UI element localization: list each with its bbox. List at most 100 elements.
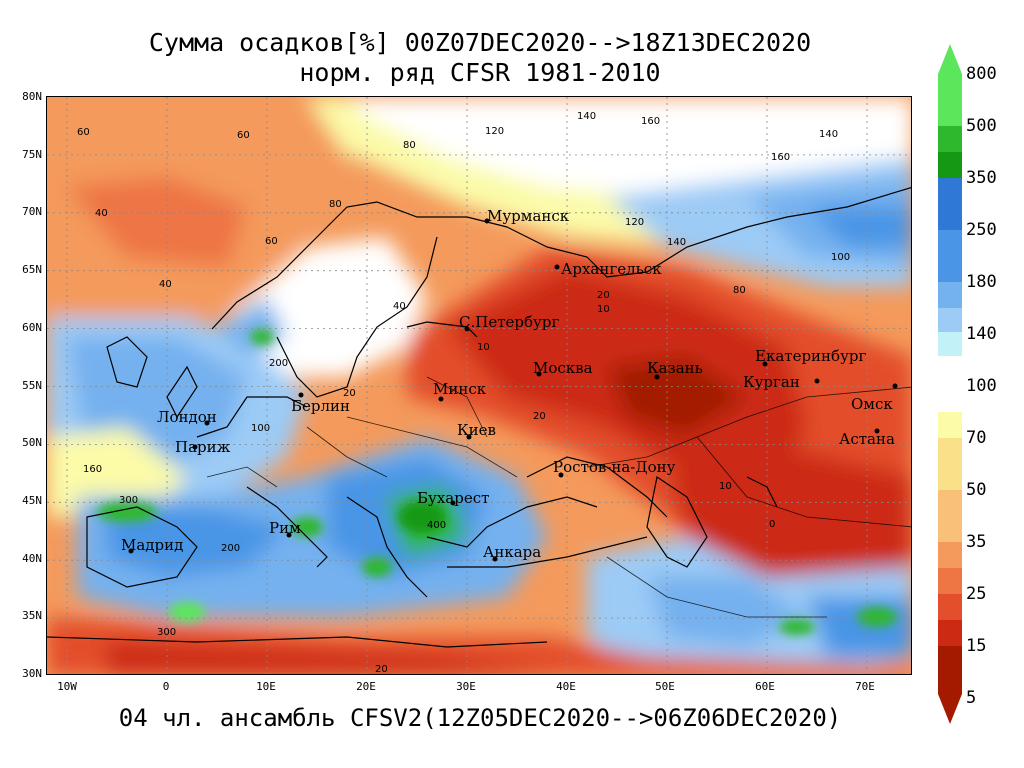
contour-label: 140 — [667, 237, 686, 248]
contour-label: 300 — [157, 627, 176, 638]
city-label-moscow: Москва — [533, 359, 593, 377]
contour-label: 300 — [119, 495, 138, 506]
city-label-paris: Париж — [175, 438, 231, 456]
contour-label: 160 — [771, 152, 790, 163]
city-label-kazan: Казань — [647, 359, 703, 377]
city-label-spb: С.Петербург — [459, 313, 559, 331]
colorbar-cell — [938, 126, 962, 152]
colorbar-cell — [938, 332, 962, 356]
contour-label: 60 — [237, 130, 250, 141]
lat-label: 30N — [22, 667, 42, 680]
colorbar-label: 100 — [966, 376, 997, 396]
lon-label: 60E — [755, 680, 775, 693]
contour-label: 40 — [393, 301, 406, 312]
colorbar-bottom-arrow — [938, 694, 962, 724]
contour-label: 60 — [77, 127, 90, 138]
contour-label: 120 — [625, 217, 644, 228]
city-label-ankara: Анкара — [483, 543, 541, 561]
contour-label: 100 — [251, 423, 270, 434]
colorbar-label: 5 — [966, 688, 977, 708]
colorbar-cell — [938, 542, 962, 568]
colorbar-cell — [938, 308, 962, 332]
city-label-bucharest: Бухарест — [417, 489, 489, 507]
contour-label: 20 — [343, 388, 356, 399]
colorbar-label: 250 — [966, 220, 997, 240]
colorbar-cell — [938, 568, 962, 594]
lon-label: 50E — [655, 680, 675, 693]
contour-label: 80 — [733, 285, 746, 296]
high-precip-patches — [97, 329, 897, 635]
lon-label: 40E — [556, 680, 576, 693]
contour-label: 140 — [819, 129, 838, 140]
city-label-berlin: Берлин — [291, 397, 350, 415]
city-label-astana: Астана — [839, 430, 895, 448]
contour-label: 10 — [719, 481, 732, 492]
lat-label: 80N — [22, 90, 42, 103]
colorbar-cell — [938, 438, 962, 490]
colorbar-cell — [938, 594, 962, 620]
city-label-arkhangelsk: Архангельск — [561, 260, 662, 278]
colorbar-cell — [938, 620, 962, 646]
city-label-kurgan: Курган — [743, 373, 800, 391]
lon-label: 70E — [855, 680, 875, 693]
lon-label: 30E — [456, 680, 476, 693]
colorbar-label: 35 — [966, 532, 987, 552]
colorbar-label: 180 — [966, 272, 997, 292]
contour-labels: 60 60 60 40 40 40 80 80 120 140 160 120 … — [77, 111, 850, 674]
contour-label: 0 — [769, 519, 775, 530]
city-label-london: Лондон — [157, 408, 217, 426]
contour-label: 40 — [159, 279, 172, 290]
contour-label: 200 — [221, 543, 240, 554]
graticule — [47, 97, 911, 674]
chart-title-line2: норм. ряд CFSR 1981-2010 — [299, 58, 661, 87]
lat-label: 50N — [22, 436, 42, 449]
contour-label: 200 — [269, 358, 288, 369]
coastlines — [47, 186, 911, 648]
colorbar-cell — [938, 74, 962, 126]
colorbar-label: 50 — [966, 480, 987, 500]
colorbar-label: 70 — [966, 428, 987, 448]
city-markers — [128, 218, 898, 562]
lat-label: 35N — [22, 609, 42, 622]
lat-label: 45N — [22, 494, 42, 507]
contour-label: 10 — [477, 342, 490, 353]
city-label-minsk: Минск — [433, 380, 487, 398]
city-label-rostov: Ростов-на-Дону — [553, 458, 676, 476]
contour-label: 400 — [427, 520, 446, 531]
lon-label: 0 — [162, 680, 170, 693]
colorbar — [938, 44, 962, 724]
city-label-kiev: Киев — [457, 421, 496, 439]
lat-label: 55N — [22, 379, 42, 392]
colorbar-top-arrow — [938, 44, 962, 74]
colorbar-cell — [938, 490, 962, 542]
contour-label: 60 — [265, 236, 278, 247]
colorbar-label: 15 — [966, 636, 987, 656]
lon-label: 10W — [57, 680, 77, 693]
colorbar-cell — [938, 178, 962, 230]
contour-label: 20 — [533, 411, 546, 422]
colorbar-label: 25 — [966, 584, 987, 604]
contour-label: 160 — [641, 116, 660, 127]
colorbar-cell — [938, 412, 962, 438]
lon-label: 10E — [256, 680, 276, 693]
lat-label: 40N — [22, 552, 42, 565]
contour-label: 10 — [597, 304, 610, 315]
lat-label: 60N — [22, 321, 42, 334]
contour-label: 160 — [83, 464, 102, 475]
country-borders — [206, 376, 911, 618]
map-svg: Мурманск Архангельск С.Петербург Москва … — [47, 97, 911, 674]
precipitation-map: Мурманск Архангельск С.Петербург Москва … — [46, 96, 912, 675]
colorbar-label: 350 — [966, 168, 997, 188]
city-label-omsk: Омск — [851, 395, 893, 413]
colorbar-cell — [938, 230, 962, 282]
chart-title-line1: Сумма осадков[%] 00Z07DEC2020-->18Z13DEC… — [148, 28, 812, 57]
lon-label: 20E — [356, 680, 376, 693]
colorbar-label: 140 — [966, 324, 997, 344]
contour-label: 40 — [95, 208, 108, 219]
colorbar-cell — [938, 152, 962, 178]
contour-label: 20 — [597, 290, 610, 301]
city-label-rome: Рим — [269, 519, 301, 537]
colorbar-cell — [938, 646, 962, 694]
city-label-murmansk: Мурманск — [487, 207, 570, 225]
contour-label: 80 — [329, 199, 342, 210]
